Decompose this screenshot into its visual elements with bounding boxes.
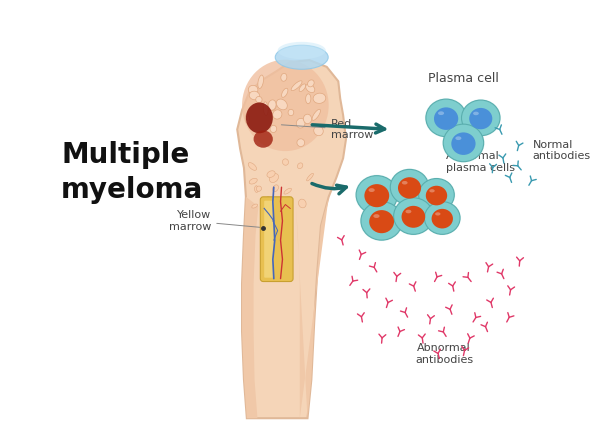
Ellipse shape bbox=[299, 84, 305, 92]
Ellipse shape bbox=[263, 102, 268, 116]
Ellipse shape bbox=[278, 42, 326, 59]
Ellipse shape bbox=[252, 204, 257, 208]
Text: Plasma cell: Plasma cell bbox=[428, 72, 499, 85]
Ellipse shape bbox=[246, 102, 273, 133]
Text: Abnormal
plasma cells: Abnormal plasma cells bbox=[446, 151, 515, 173]
Ellipse shape bbox=[390, 170, 429, 205]
Ellipse shape bbox=[312, 109, 320, 120]
Polygon shape bbox=[237, 60, 346, 418]
Ellipse shape bbox=[268, 100, 276, 110]
Ellipse shape bbox=[254, 130, 273, 148]
Ellipse shape bbox=[355, 175, 398, 215]
Ellipse shape bbox=[361, 201, 403, 240]
Ellipse shape bbox=[392, 197, 434, 235]
FancyBboxPatch shape bbox=[260, 197, 293, 282]
Ellipse shape bbox=[469, 108, 493, 129]
Ellipse shape bbox=[425, 98, 467, 138]
Ellipse shape bbox=[299, 199, 306, 208]
Ellipse shape bbox=[394, 198, 433, 235]
Ellipse shape bbox=[275, 45, 328, 69]
Ellipse shape bbox=[308, 80, 314, 87]
Ellipse shape bbox=[389, 168, 430, 206]
Ellipse shape bbox=[434, 107, 458, 130]
Text: Yellow
marrow: Yellow marrow bbox=[169, 210, 260, 232]
Ellipse shape bbox=[270, 125, 277, 133]
Ellipse shape bbox=[461, 99, 501, 136]
Ellipse shape bbox=[304, 114, 311, 124]
Ellipse shape bbox=[281, 88, 288, 97]
Ellipse shape bbox=[424, 201, 461, 235]
Ellipse shape bbox=[258, 75, 263, 89]
Ellipse shape bbox=[398, 177, 421, 198]
Ellipse shape bbox=[249, 178, 257, 184]
Ellipse shape bbox=[256, 96, 262, 103]
Ellipse shape bbox=[291, 81, 302, 91]
Ellipse shape bbox=[364, 184, 389, 207]
Ellipse shape bbox=[424, 201, 460, 235]
Ellipse shape bbox=[426, 99, 466, 136]
Text: Normal
antibodies: Normal antibodies bbox=[533, 140, 591, 161]
Ellipse shape bbox=[249, 91, 260, 100]
Ellipse shape bbox=[296, 118, 305, 128]
Ellipse shape bbox=[297, 139, 305, 146]
Ellipse shape bbox=[373, 214, 380, 218]
Ellipse shape bbox=[272, 185, 278, 192]
Ellipse shape bbox=[368, 188, 375, 192]
Ellipse shape bbox=[419, 178, 454, 211]
Ellipse shape bbox=[451, 133, 476, 155]
Ellipse shape bbox=[356, 176, 397, 214]
Ellipse shape bbox=[242, 60, 329, 151]
Ellipse shape bbox=[455, 136, 461, 140]
Ellipse shape bbox=[284, 188, 292, 194]
Polygon shape bbox=[242, 197, 259, 418]
Ellipse shape bbox=[369, 210, 394, 233]
Ellipse shape bbox=[461, 100, 500, 136]
Ellipse shape bbox=[248, 85, 258, 94]
Ellipse shape bbox=[402, 181, 407, 184]
Polygon shape bbox=[296, 197, 329, 418]
Ellipse shape bbox=[406, 210, 412, 213]
Ellipse shape bbox=[254, 186, 259, 192]
Ellipse shape bbox=[473, 112, 479, 115]
Ellipse shape bbox=[248, 163, 257, 170]
Ellipse shape bbox=[288, 109, 294, 116]
Ellipse shape bbox=[277, 99, 287, 110]
Ellipse shape bbox=[269, 174, 278, 183]
Text: Multiple
myeloma: Multiple myeloma bbox=[61, 141, 203, 204]
Ellipse shape bbox=[430, 189, 435, 192]
FancyArrowPatch shape bbox=[312, 184, 346, 194]
FancyBboxPatch shape bbox=[264, 201, 274, 278]
Ellipse shape bbox=[273, 110, 282, 119]
Ellipse shape bbox=[418, 178, 455, 212]
Ellipse shape bbox=[438, 111, 444, 115]
Ellipse shape bbox=[256, 186, 262, 191]
Ellipse shape bbox=[269, 103, 276, 111]
Ellipse shape bbox=[283, 159, 289, 165]
FancyArrowPatch shape bbox=[312, 124, 385, 133]
Ellipse shape bbox=[287, 197, 291, 201]
Ellipse shape bbox=[267, 171, 275, 177]
Ellipse shape bbox=[435, 212, 440, 215]
Ellipse shape bbox=[442, 123, 485, 163]
Ellipse shape bbox=[245, 114, 250, 124]
Ellipse shape bbox=[401, 206, 425, 228]
Ellipse shape bbox=[268, 196, 273, 205]
Ellipse shape bbox=[307, 174, 313, 181]
Ellipse shape bbox=[360, 201, 403, 241]
Ellipse shape bbox=[313, 93, 326, 103]
Ellipse shape bbox=[314, 126, 323, 136]
Ellipse shape bbox=[431, 209, 453, 228]
Text: Red
marrow: Red marrow bbox=[281, 119, 373, 140]
Ellipse shape bbox=[305, 94, 311, 104]
Text: Abnormal
antibodies: Abnormal antibodies bbox=[415, 343, 473, 365]
Ellipse shape bbox=[443, 124, 484, 162]
Ellipse shape bbox=[306, 84, 315, 92]
Ellipse shape bbox=[426, 186, 447, 205]
Ellipse shape bbox=[298, 163, 303, 169]
Ellipse shape bbox=[281, 73, 287, 81]
